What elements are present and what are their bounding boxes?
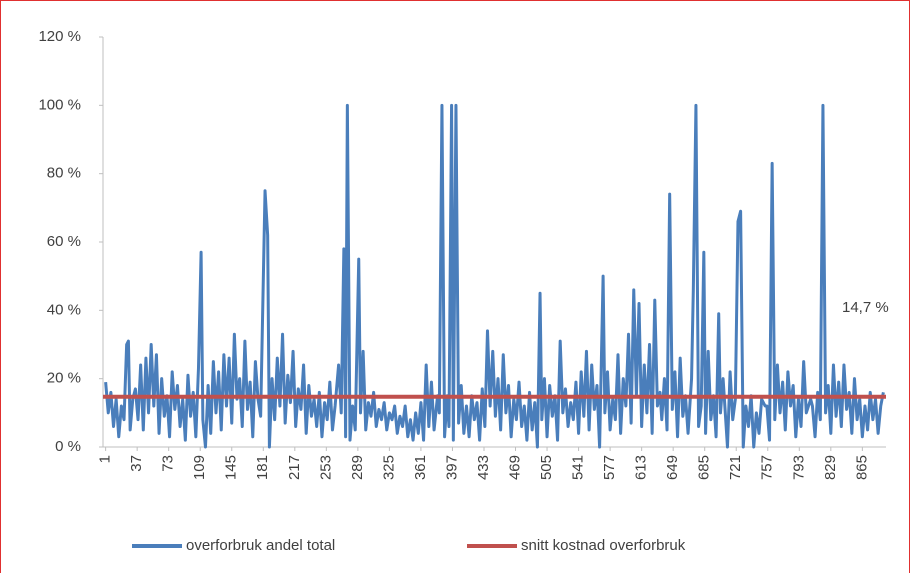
- legend-label: overforbruk andel total: [186, 537, 335, 554]
- x-tick-label: 865: [853, 455, 870, 480]
- y-tick-label: 100 %: [38, 96, 81, 113]
- x-tick-label: 793: [790, 455, 807, 480]
- x-tick-label: 685: [696, 455, 713, 480]
- x-tick-label: 397: [443, 455, 460, 480]
- x-tick-label: 325: [380, 455, 397, 480]
- x-tick-label: 469: [506, 455, 523, 480]
- y-tick-label: 20 %: [47, 370, 81, 387]
- x-tick-label: 829: [822, 455, 839, 480]
- x-tick-label: 613: [633, 455, 650, 480]
- x-tick-label: 433: [475, 455, 492, 480]
- y-tick-label: 0 %: [55, 438, 81, 455]
- annotation: 14,7 %: [842, 299, 889, 316]
- y-tick-label: 120 %: [38, 28, 81, 45]
- y-tick-label: 40 %: [47, 301, 81, 318]
- x-tick-label: 721: [727, 455, 744, 480]
- x-tick-label: 253: [317, 455, 334, 480]
- x-tick-label: 577: [601, 455, 618, 480]
- y-tick-label: 60 %: [47, 233, 81, 250]
- x-tick-label: 37: [128, 455, 145, 472]
- x-tick-label: 541: [570, 455, 587, 480]
- x-tick-label: 145: [223, 455, 240, 480]
- x-tick-label: 1: [97, 455, 114, 463]
- series-line: [104, 103, 885, 449]
- x-tick-label: 181: [254, 455, 271, 480]
- y-tick-label: 80 %: [47, 165, 81, 182]
- x-tick-label: 289: [349, 455, 366, 480]
- x-tick-label: 505: [538, 455, 555, 480]
- x-tick-label: 73: [160, 455, 177, 472]
- x-tick-label: 109: [191, 455, 208, 480]
- x-tick-label: 361: [412, 455, 429, 480]
- x-tick-label: 757: [759, 455, 776, 480]
- legend-label: snitt kostnad overforbruk: [521, 537, 686, 554]
- x-tick-label: 649: [664, 455, 681, 480]
- x-tick-label: 217: [286, 455, 303, 480]
